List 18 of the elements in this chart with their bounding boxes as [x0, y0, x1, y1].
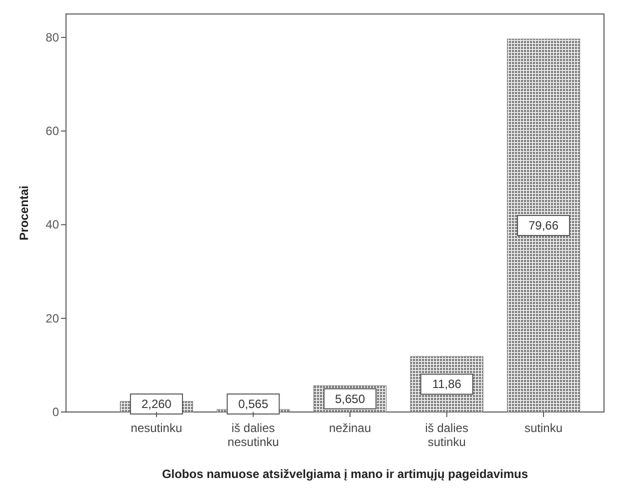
data-label: 0,565 — [238, 397, 269, 411]
x-tick-label: iš dalies sutinku — [425, 421, 468, 449]
data-label: 11,86 — [432, 377, 462, 392]
x-tick-label: sutinku — [524, 421, 563, 435]
data-label: 2,260 — [141, 397, 172, 411]
x-tick-label: iš dalies nesutinku — [228, 421, 279, 449]
bar — [506, 38, 580, 412]
data-label: 79,66 — [528, 218, 559, 232]
data-label: 5,650 — [334, 392, 366, 406]
y-tick-label: 40 — [46, 218, 60, 232]
y-axis-title: Procentai — [17, 186, 31, 240]
x-tick-label: nesutinku — [130, 421, 182, 435]
x-axis-title: Globos namuose atsižvelgiama į mano ir artimųjų pageidavimus — [162, 467, 528, 481]
y-tick-label: 60 — [46, 124, 60, 138]
x-tick-label: nežinau — [328, 421, 372, 435]
y-tick-label: 20 — [46, 311, 60, 326]
y-tick-label: 80 — [46, 30, 60, 44]
y-tick-label: 0 — [52, 405, 60, 419]
